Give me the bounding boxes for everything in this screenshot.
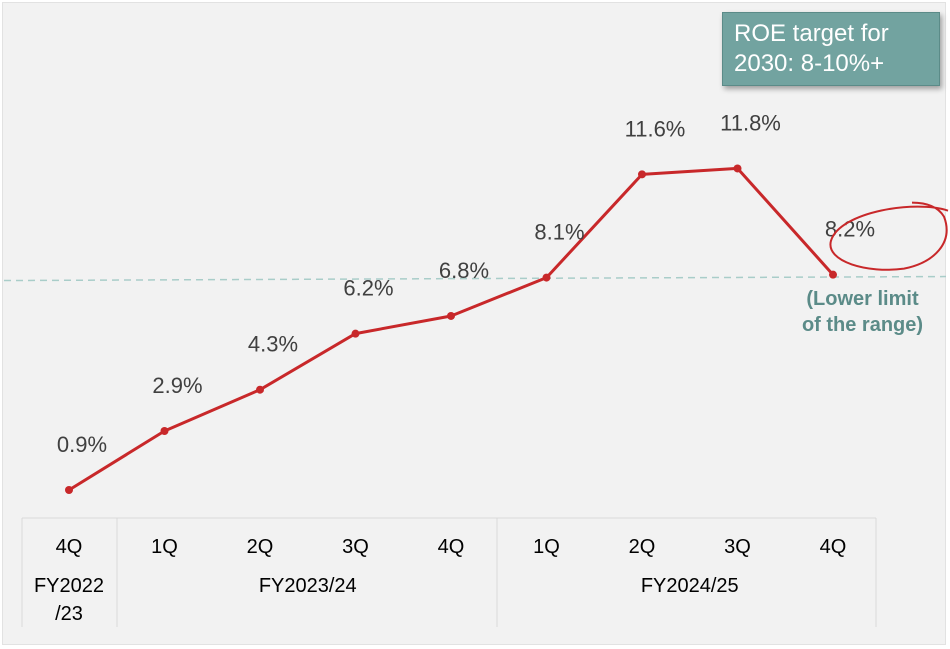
data-point <box>160 427 169 435</box>
roe-target-box: ROE target for 2030: 8-10%+ <box>722 12 940 86</box>
data-label: 0.9% <box>57 432 107 457</box>
data-label: 6.8% <box>439 258 489 283</box>
category-label: 4Q <box>820 536 847 558</box>
group-label: FY2024/25 <box>641 575 739 597</box>
category-table-grid <box>21 517 877 627</box>
data-label: 11.6% <box>625 116 686 141</box>
data-point <box>447 311 455 320</box>
category-labels: 4Q 1Q 2Q 3Q 4Q 1Q 2Q 3Q 4Q <box>56 536 847 558</box>
data-label: 2.9% <box>152 373 202 398</box>
category-label: 1Q <box>151 536 178 558</box>
highlight-circle <box>829 201 949 271</box>
group-labels: FY2022/23 FY2023/24 FY2024/25 <box>34 575 739 625</box>
data-point <box>542 273 551 282</box>
category-label: 1Q <box>533 536 560 558</box>
data-point <box>638 170 646 179</box>
category-label: 4Q <box>438 536 465 558</box>
reference-line <box>3 275 947 282</box>
group-label: FY2022 <box>34 575 104 597</box>
data-labels: 0.9%2.9%4.3%6.2%6.8%8.1%11.6% 11.8%8.2% <box>57 110 875 457</box>
category-label: 3Q <box>724 536 751 558</box>
data-points <box>65 164 837 494</box>
data-point <box>829 270 837 279</box>
category-label: 2Q <box>247 536 274 558</box>
data-point <box>351 329 360 338</box>
category-label: 3Q <box>342 536 369 558</box>
data-label: 4.3% <box>248 332 298 357</box>
category-label: 2Q <box>629 536 656 558</box>
data-label: 6.2% <box>343 276 393 301</box>
data-label: 8.1% <box>534 220 584 245</box>
group-label: FY2023/24 <box>259 575 357 597</box>
group-label: /23 <box>55 603 83 625</box>
lower-limit-note: (Lower limit of the range) <box>801 288 924 336</box>
series-line <box>68 166 835 492</box>
data-point <box>733 164 742 173</box>
category-label: 4Q <box>56 536 83 558</box>
data-label: 11.8% <box>720 110 781 135</box>
data-point <box>65 486 73 494</box>
data-point <box>256 385 264 394</box>
